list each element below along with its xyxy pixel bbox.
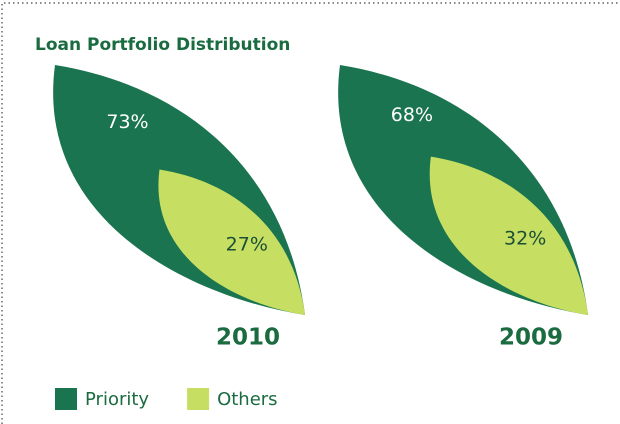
category-label: 2010 xyxy=(216,325,280,351)
value-label: 27% xyxy=(226,234,268,256)
legend-label: Priority xyxy=(85,389,149,410)
value-label: 68% xyxy=(391,104,433,126)
others-leaf xyxy=(158,169,305,315)
category-label: 2009 xyxy=(499,325,563,351)
value-label: 32% xyxy=(504,227,546,249)
others-leaf xyxy=(429,156,588,315)
legend-label: Others xyxy=(217,389,278,410)
value-label: 73% xyxy=(106,111,148,133)
legend-swatch xyxy=(187,388,210,410)
chart-title: Loan Portfolio Distribution xyxy=(35,35,290,55)
legend-swatch xyxy=(55,388,77,410)
